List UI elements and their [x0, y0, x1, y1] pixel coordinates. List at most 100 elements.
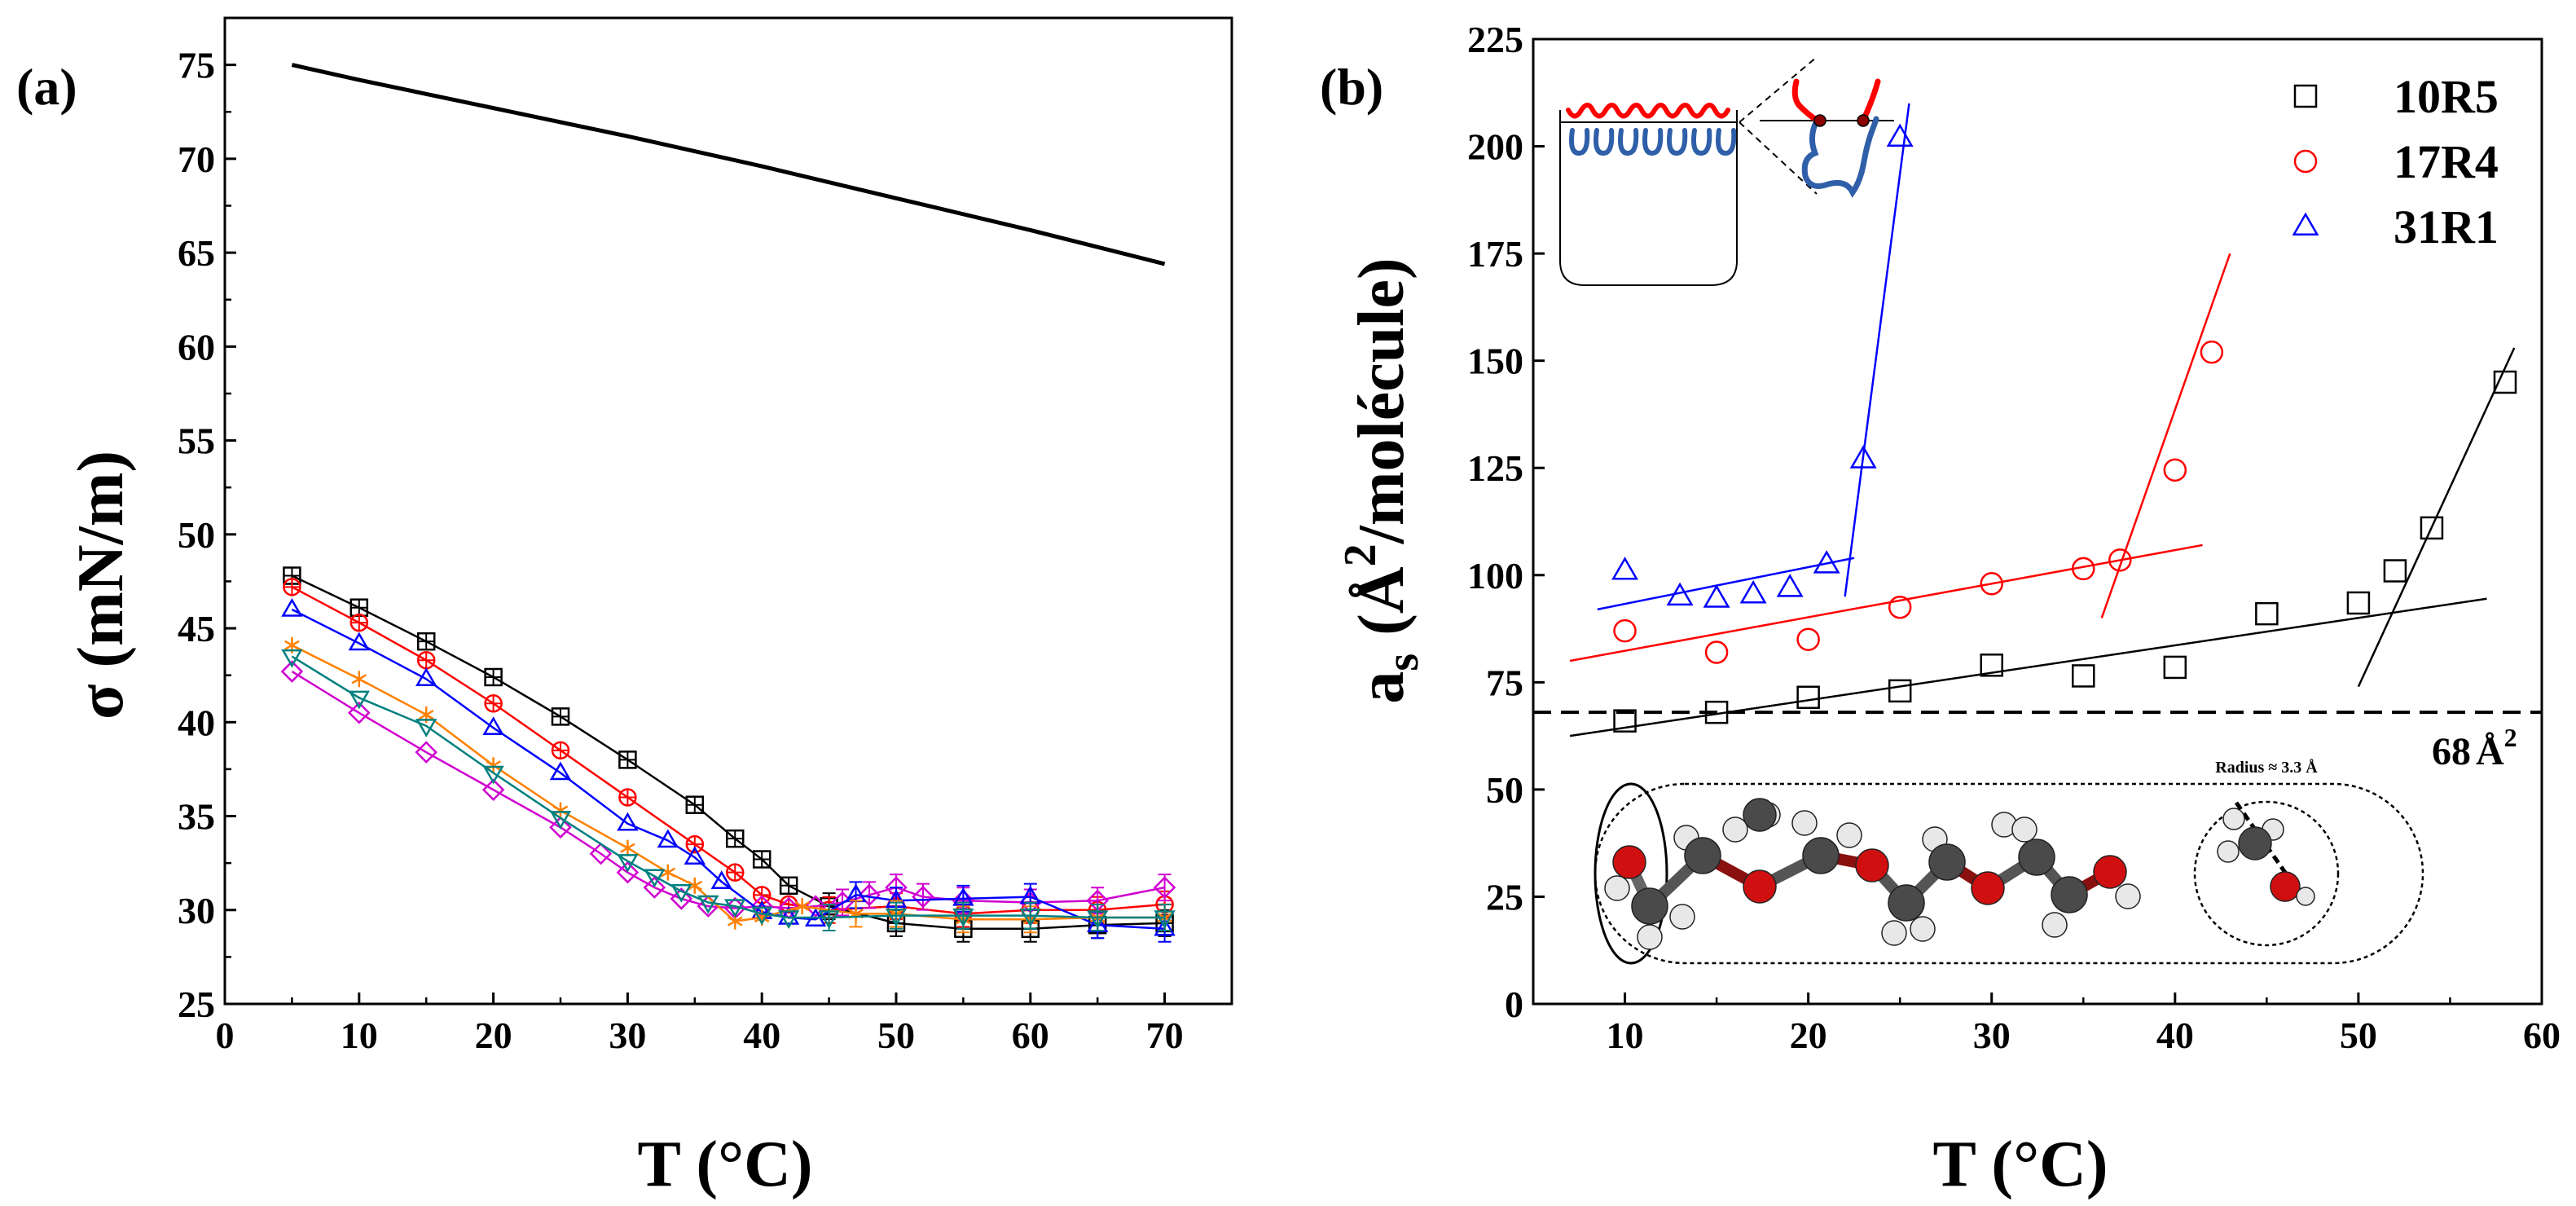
triangle-down-marker: [777, 910, 800, 929]
data-point: [725, 863, 745, 882]
star-marker-stroke: [284, 640, 300, 650]
radius-label: Radius ≈ 3.3 Å: [2215, 758, 2318, 777]
star-marker-stroke: [486, 760, 501, 771]
panel-a-label: (a): [16, 58, 77, 116]
diamond-marker: [643, 876, 666, 899]
data-point: [351, 671, 367, 688]
triangle-marker: [2292, 212, 2319, 235]
data-point: [2163, 655, 2187, 680]
diamond-marker: [481, 778, 505, 802]
hydrogen-atom: [1669, 904, 1695, 930]
reference-line-label: 68 Å2: [2432, 723, 2517, 773]
x-tick-label: 40: [2156, 1015, 2194, 1056]
data-point: [416, 650, 436, 670]
data-point: [2163, 458, 2187, 482]
triangle-down-marker: [281, 649, 303, 668]
hydrogen-atom: [1722, 816, 1748, 843]
y-tick-label: 200: [1467, 126, 1523, 168]
star-marker-stroke: [687, 880, 703, 891]
data-point: [1703, 584, 1730, 608]
data-point: [1739, 580, 1767, 604]
triangle-marker: [1813, 550, 1840, 574]
y-tick-label: 55: [178, 420, 215, 462]
data-point: [657, 829, 679, 848]
triangle-marker: [1886, 123, 1914, 147]
data-point: [620, 839, 635, 856]
hydrogen-atom: [1910, 916, 1936, 942]
series-line: [291, 63, 1166, 266]
triangle-marker: [1739, 580, 1767, 604]
triangle-marker: [1703, 584, 1730, 608]
data-point: [1613, 618, 1637, 643]
y-tick-label: 45: [178, 608, 215, 649]
reference-line-sup: 2: [2504, 723, 2517, 752]
data-point: [1849, 445, 1877, 469]
data-point: [484, 693, 503, 713]
square-marker: [1613, 709, 1637, 733]
data-point: [551, 707, 570, 726]
circle-marker: [2072, 557, 2095, 581]
triangle-marker: [1666, 582, 1694, 606]
series-series-teal: [281, 649, 1176, 931]
triangle-down-marker: [670, 883, 692, 903]
data-point: [1796, 627, 1820, 651]
hydrogen-atom: [2296, 887, 2315, 906]
fit-line-31R1: [1597, 557, 1855, 611]
square-marker: [1888, 679, 1912, 703]
data-point: [617, 812, 639, 831]
triangle-marker: [281, 598, 303, 617]
y-label-sub: s: [1378, 654, 1428, 671]
hydrophobic-tail: [1566, 103, 1730, 119]
carbon-atom: [2018, 838, 2055, 876]
triangle-down-marker: [724, 899, 746, 918]
data-point: [549, 816, 572, 839]
panel-a-plot-area: 0 10 20 30 40 50 60 70 25 30 35 40 45 50 55 60 65 70 75: [178, 16, 1233, 1056]
carbon-atom: [2051, 876, 2088, 913]
data-point: [486, 757, 501, 774]
carbon-atom: [1743, 798, 1777, 832]
star-marker-stroke: [418, 709, 434, 720]
square-marker: [1796, 685, 1820, 710]
triangle-marker: [684, 846, 706, 865]
x-tick-label: 40: [743, 1015, 780, 1056]
end-group-ellipse: [1594, 782, 1668, 965]
data-point: [1776, 574, 1804, 597]
legend-item-10R5: 10R5: [2293, 70, 2499, 123]
circle-marker: [2200, 340, 2224, 364]
y-label-sup: 2: [1335, 544, 1386, 566]
data-point: [1886, 123, 1914, 147]
hydrogen-atom: [2042, 912, 2068, 938]
data-point: [618, 750, 637, 769]
square-marker: [2293, 84, 2318, 108]
y-tick-label: 75: [178, 45, 215, 86]
data-point: [552, 802, 569, 819]
panel-b-y-axis-label: as (Å2/molécule): [1335, 257, 1428, 703]
data-point: [751, 906, 773, 926]
data-point: [1613, 709, 1637, 733]
y-label-open-paren: (: [1346, 614, 1418, 636]
zoom-hydrophilic-chain: [1801, 116, 1879, 198]
data-point: [415, 667, 437, 687]
oxygen-atom: [1743, 869, 1777, 904]
data-point: [482, 765, 504, 785]
oxygen-atom: [2093, 855, 2127, 889]
circle-marker: [2163, 458, 2187, 482]
data-point: [2293, 84, 2318, 108]
x-tick-label: 60: [1012, 1015, 1049, 1056]
data-point: [616, 860, 640, 884]
data-point: [779, 876, 798, 896]
series-10R5: [1613, 370, 2517, 733]
fit-line-31R1: [1844, 103, 1910, 597]
data-point: [1611, 557, 1639, 580]
data-point: [777, 910, 800, 929]
triangle-down-marker: [549, 811, 572, 830]
data-point: [348, 632, 370, 651]
data-point: [1813, 550, 1840, 574]
y-tick-label: 65: [178, 232, 215, 274]
data-point: [2072, 557, 2095, 581]
data-point: [1704, 700, 1729, 724]
circle-marker: [2108, 548, 2132, 572]
star-marker-stroke: [794, 901, 810, 912]
carbon-atom: [1684, 837, 1721, 874]
data-point: [724, 899, 746, 918]
